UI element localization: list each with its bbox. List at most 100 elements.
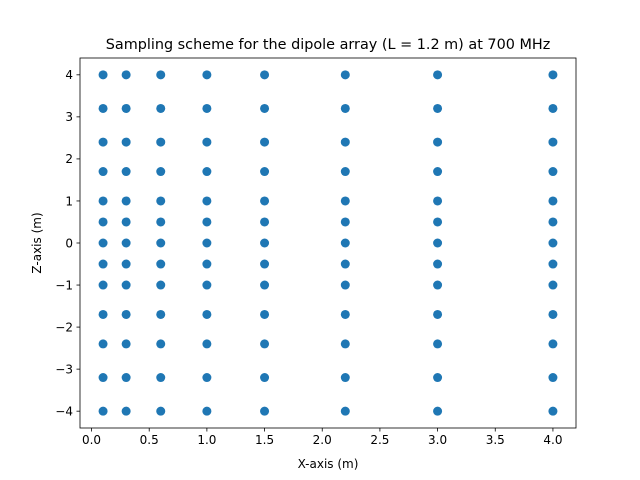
y-tick-label: −2 (55, 320, 73, 334)
data-point-0-5 (98, 259, 108, 269)
data-point-6-4 (433, 280, 443, 290)
data-point-5-4 (340, 280, 350, 290)
data-point-3-0 (202, 406, 212, 416)
data-point-7-4 (548, 280, 558, 290)
data-point-3-9 (202, 167, 212, 177)
data-point-2-12 (156, 70, 166, 80)
data-point-6-0 (433, 406, 443, 416)
y-tick-label: 3 (65, 110, 73, 124)
data-point-7-3 (548, 309, 558, 319)
data-point-0-7 (98, 217, 108, 227)
y-tick-label: 1 (65, 194, 73, 208)
data-point-2-6 (156, 238, 166, 248)
data-point-4-1 (260, 373, 270, 383)
data-point-1-0 (121, 406, 131, 416)
data-point-6-6 (433, 238, 443, 248)
data-point-0-11 (98, 103, 108, 113)
data-point-0-9 (98, 167, 108, 177)
data-point-3-12 (202, 70, 212, 80)
data-point-6-12 (433, 70, 443, 80)
data-point-0-6 (98, 238, 108, 248)
y-axis-ticks: −4 −3 −2 −1 0 1 2 3 4 (55, 68, 80, 418)
x-tick-label: 1.5 (255, 433, 274, 447)
data-point-2-7 (156, 217, 166, 227)
data-point-7-2 (548, 339, 558, 349)
x-tick-label: 2.0 (313, 433, 332, 447)
data-point-4-11 (260, 103, 270, 113)
data-point-4-12 (260, 70, 270, 80)
data-point-2-10 (156, 137, 166, 147)
data-point-1-12 (121, 70, 131, 80)
data-point-7-0 (548, 406, 558, 416)
data-point-3-1 (202, 373, 212, 383)
data-point-5-12 (340, 70, 350, 80)
data-point-5-7 (340, 217, 350, 227)
chart-title: Sampling scheme for the dipole array (L … (106, 37, 551, 53)
data-point-2-3 (156, 309, 166, 319)
data-point-7-11 (548, 103, 558, 113)
data-point-6-1 (433, 373, 443, 383)
plot-frame (79, 57, 577, 429)
data-point-0-3 (98, 309, 108, 319)
data-point-0-2 (98, 339, 108, 349)
data-point-1-8 (121, 196, 131, 206)
data-point-2-0 (156, 406, 166, 416)
data-point-1-7 (121, 217, 131, 227)
y-tick-label: −1 (55, 278, 73, 292)
x-tick-label: 1.0 (197, 433, 216, 447)
data-point-2-1 (156, 373, 166, 383)
data-point-2-11 (156, 103, 166, 113)
data-point-3-4 (202, 280, 212, 290)
data-point-6-3 (433, 309, 443, 319)
x-axis-label: X-axis (m) (298, 457, 359, 471)
data-point-6-10 (433, 137, 443, 147)
data-point-2-4 (156, 280, 166, 290)
x-axis-ticks: 0.0 0.5 1.0 1.5 2.0 2.5 3.0 3.5 4.0 (82, 428, 562, 447)
y-tick-label: 2 (65, 152, 73, 166)
data-point-0-12 (98, 70, 108, 80)
data-points (98, 70, 558, 416)
y-tick-label: 4 (65, 68, 73, 82)
data-point-3-3 (202, 309, 212, 319)
x-tick-label: 2.5 (370, 433, 389, 447)
y-tick-label: −4 (55, 404, 73, 418)
data-point-3-6 (202, 238, 212, 248)
data-point-2-9 (156, 167, 166, 177)
x-tick-label: 0.0 (82, 433, 101, 447)
data-point-4-0 (260, 406, 270, 416)
data-point-5-10 (340, 137, 350, 147)
data-point-5-9 (340, 167, 350, 177)
data-point-4-4 (260, 280, 270, 290)
data-point-3-5 (202, 259, 212, 269)
data-point-5-6 (340, 238, 350, 248)
data-point-5-3 (340, 309, 350, 319)
data-point-1-10 (121, 137, 131, 147)
data-point-6-9 (433, 167, 443, 177)
data-point-5-5 (340, 259, 350, 269)
data-point-6-11 (433, 103, 443, 113)
y-axis-label: Z-axis (m) (30, 212, 44, 273)
data-point-0-4 (98, 280, 108, 290)
data-point-7-8 (548, 196, 558, 206)
data-point-7-6 (548, 238, 558, 248)
x-tick-label: 4.0 (543, 433, 562, 447)
data-point-4-6 (260, 238, 270, 248)
data-point-3-7 (202, 217, 212, 227)
data-point-0-0 (98, 406, 108, 416)
data-point-5-8 (340, 196, 350, 206)
data-point-4-9 (260, 167, 270, 177)
data-point-0-1 (98, 373, 108, 383)
data-point-1-11 (121, 103, 131, 113)
data-point-7-7 (548, 217, 558, 227)
data-point-2-8 (156, 196, 166, 206)
data-point-6-5 (433, 259, 443, 269)
data-point-1-9 (121, 167, 131, 177)
data-point-3-11 (202, 103, 212, 113)
data-point-4-10 (260, 137, 270, 147)
x-tick-label: 0.5 (140, 433, 159, 447)
data-point-1-6 (121, 238, 131, 248)
data-point-0-8 (98, 196, 108, 206)
data-point-4-7 (260, 217, 270, 227)
data-point-4-2 (260, 339, 270, 349)
